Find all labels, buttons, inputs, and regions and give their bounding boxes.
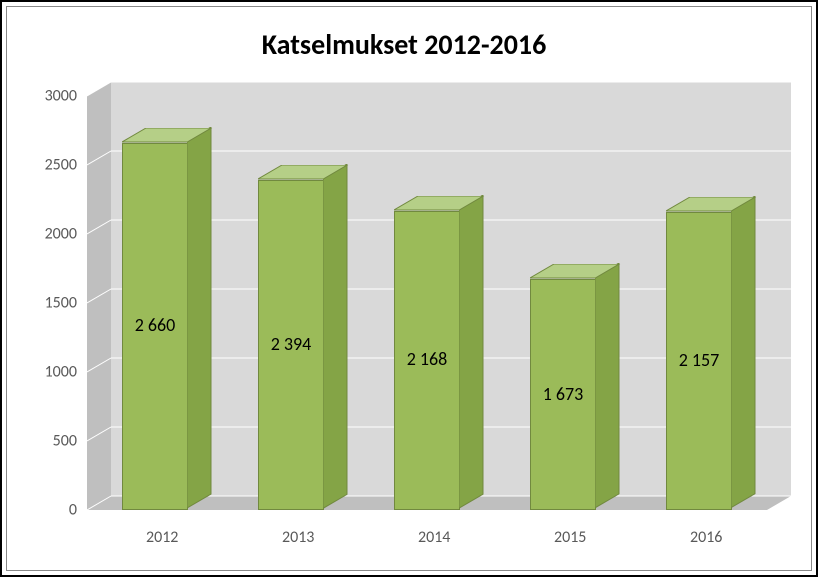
- bar-side: [595, 263, 621, 510]
- plot-3d: 2 660 2 394 2 168 1 673 2 157: [87, 82, 791, 510]
- bar-top: [530, 264, 621, 280]
- bar-side: [731, 196, 757, 510]
- bar-side: [323, 164, 349, 510]
- bar: 2 157: [666, 212, 731, 510]
- y-axis: 050010001500200025003000: [17, 82, 87, 510]
- data-label: 2 168: [407, 348, 448, 370]
- bar: 2 168: [394, 211, 459, 510]
- bar-top: [666, 197, 757, 213]
- y-tick-label: 0: [17, 501, 77, 520]
- data-label: 2 157: [679, 349, 720, 371]
- x-tick-label: 2012: [146, 528, 178, 547]
- bar-top: [258, 165, 349, 181]
- y-tick-label: 500: [17, 432, 77, 451]
- y-tick-label: 3000: [17, 87, 77, 106]
- x-axis-labels: 2012 2013 2014 2015 2016: [87, 510, 791, 560]
- bar-side: [187, 127, 213, 510]
- y-tick-label: 2500: [17, 156, 77, 175]
- data-label: 2 394: [271, 333, 312, 355]
- x-axis-row: 2012 2013 2014 2015 2016: [17, 510, 791, 560]
- bar-top: [122, 128, 213, 144]
- y-tick-label: 2000: [17, 225, 77, 244]
- chart-area: 0 500 1000 1500 2000 2500 3000 2 660 2 394 2 168…: [17, 82, 791, 560]
- plot-row: 050010001500200025003000 2 6602 3942 168…: [17, 82, 791, 510]
- data-label: 1 673: [543, 383, 584, 405]
- x-tick-label: 2013: [282, 528, 314, 547]
- chart-title: Katselmukset 2012-2016: [17, 27, 791, 62]
- bar: 2 660: [122, 143, 187, 510]
- x-tick-label: 2015: [554, 528, 586, 547]
- bar: 2 394: [258, 180, 323, 510]
- data-label: 2 660: [135, 314, 176, 336]
- y-tick-label: 1000: [17, 363, 77, 382]
- x-tick-label: 2016: [690, 528, 722, 547]
- chart-inner-frame: Katselmukset 2012-2016 0 500 1000 1500 2000 2…: [6, 6, 812, 571]
- bars-layer: 2 660 2 394 2 168 1 673 2 157: [87, 82, 791, 510]
- bar-side: [459, 195, 485, 510]
- x-tick-label: 2014: [418, 528, 450, 547]
- bar-top: [394, 196, 485, 212]
- y-tick-label: 1500: [17, 294, 77, 313]
- bar: 1 673: [530, 279, 595, 510]
- chart-outer-frame: Katselmukset 2012-2016 0 500 1000 1500 2000 2…: [0, 0, 818, 577]
